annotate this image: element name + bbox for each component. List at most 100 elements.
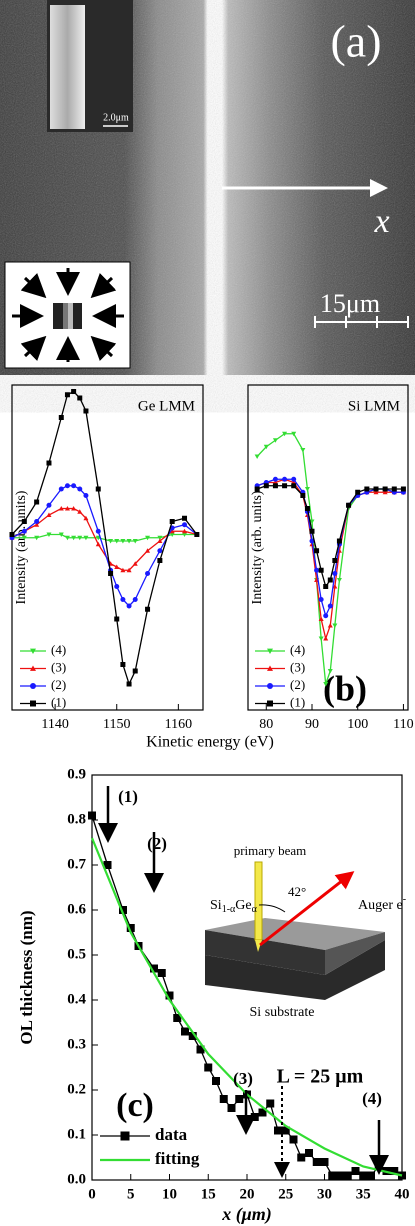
x-tick-label: 20 [240,1186,255,1202]
x-tick-label: 100 [347,717,368,732]
data-point [182,528,188,534]
x-tick-label: 1160 [165,717,192,732]
annotation: L = 25 μm [277,1066,364,1088]
data-point [227,1104,236,1112]
data-point [71,389,77,394]
data-point [204,1063,213,1072]
y-axis-label: Intensity (arb. units) [250,490,265,604]
data-point [373,489,379,495]
legend-marker [30,648,36,654]
data-point [336,538,342,544]
y-tick-label: 0.8 [67,811,86,827]
data-point [305,1149,313,1157]
inset-label: α [252,904,258,915]
series-line [11,390,198,686]
data-point [157,558,163,563]
data-point [272,483,278,489]
y-tick-label: 0.3 [67,1036,86,1052]
x-tick-label: 110 [393,717,413,732]
data-point [145,535,151,541]
data-point [64,392,70,398]
legend-label: (1) [290,694,305,709]
x-axis-label: Kinetic energy (eV) [146,734,274,751]
data-point [83,493,89,498]
data-point [314,548,320,554]
data-point [291,476,297,482]
annotation: (1) [118,787,138,806]
data-point [320,1158,329,1166]
data-point [132,668,138,674]
panel-label: (a) [330,16,381,67]
legend-marker [267,683,273,689]
data-point [120,567,126,573]
legend-label: (1) [51,694,66,709]
y-tick-label: 0.4 [67,991,86,1007]
data-point [297,1153,306,1162]
data-point [359,1171,368,1180]
legend-label: (2) [290,677,305,692]
series-line [256,478,404,618]
data-point [332,558,338,563]
data-point [46,502,52,508]
y-axis-label: Intensity (arb. units) [14,490,29,604]
data-point [266,1099,275,1108]
legend-label: (4) [51,642,66,657]
data-point [77,486,83,492]
plot-frame [11,384,204,711]
data-point [336,1171,344,1180]
data-point [327,603,333,609]
legend-marker [30,683,36,689]
data-point [351,1167,360,1175]
data-point [114,564,120,569]
scale-bar-label: 15μm [320,289,380,318]
data-point [327,577,333,583]
data-point [304,506,310,511]
data-point [21,535,27,541]
y-tick-label: 0.7 [67,856,86,872]
data-point [150,964,158,973]
data-point [400,486,406,492]
data-point [77,509,83,514]
data-point [21,528,27,534]
legend-marker [267,665,273,671]
data-point [300,448,306,453]
data-point [282,431,288,437]
data-point [114,539,120,544]
data-point [254,454,260,459]
data-point [64,483,70,489]
data-point [132,561,138,566]
data-point [126,681,132,687]
series-line [12,533,197,542]
axis-label: x [373,203,389,240]
data-point [145,606,151,612]
legend-marker [30,665,36,671]
data-point [126,924,135,932]
data-point [126,603,132,609]
legend-marker [267,700,273,707]
data-point [120,662,126,667]
data-point [83,408,89,414]
data-point [235,1095,244,1103]
legend-marker [120,1131,130,1141]
data-point [95,528,101,534]
data-point [64,506,70,511]
data-point [367,1171,375,1180]
data-point [21,519,27,524]
data-point [318,636,324,641]
data-point [108,571,114,576]
data-point [382,486,388,492]
chart-title: Si LMM [348,398,400,414]
data-point [282,483,288,489]
data-point [58,532,64,537]
data-point [212,1077,220,1085]
data-point [83,515,89,521]
data-point [318,616,324,621]
data-point [145,548,151,553]
data-point [103,861,112,869]
data-point [120,597,126,602]
series-line [256,478,404,641]
data-point [77,395,83,401]
data-point [291,483,297,489]
data-point [182,532,188,537]
